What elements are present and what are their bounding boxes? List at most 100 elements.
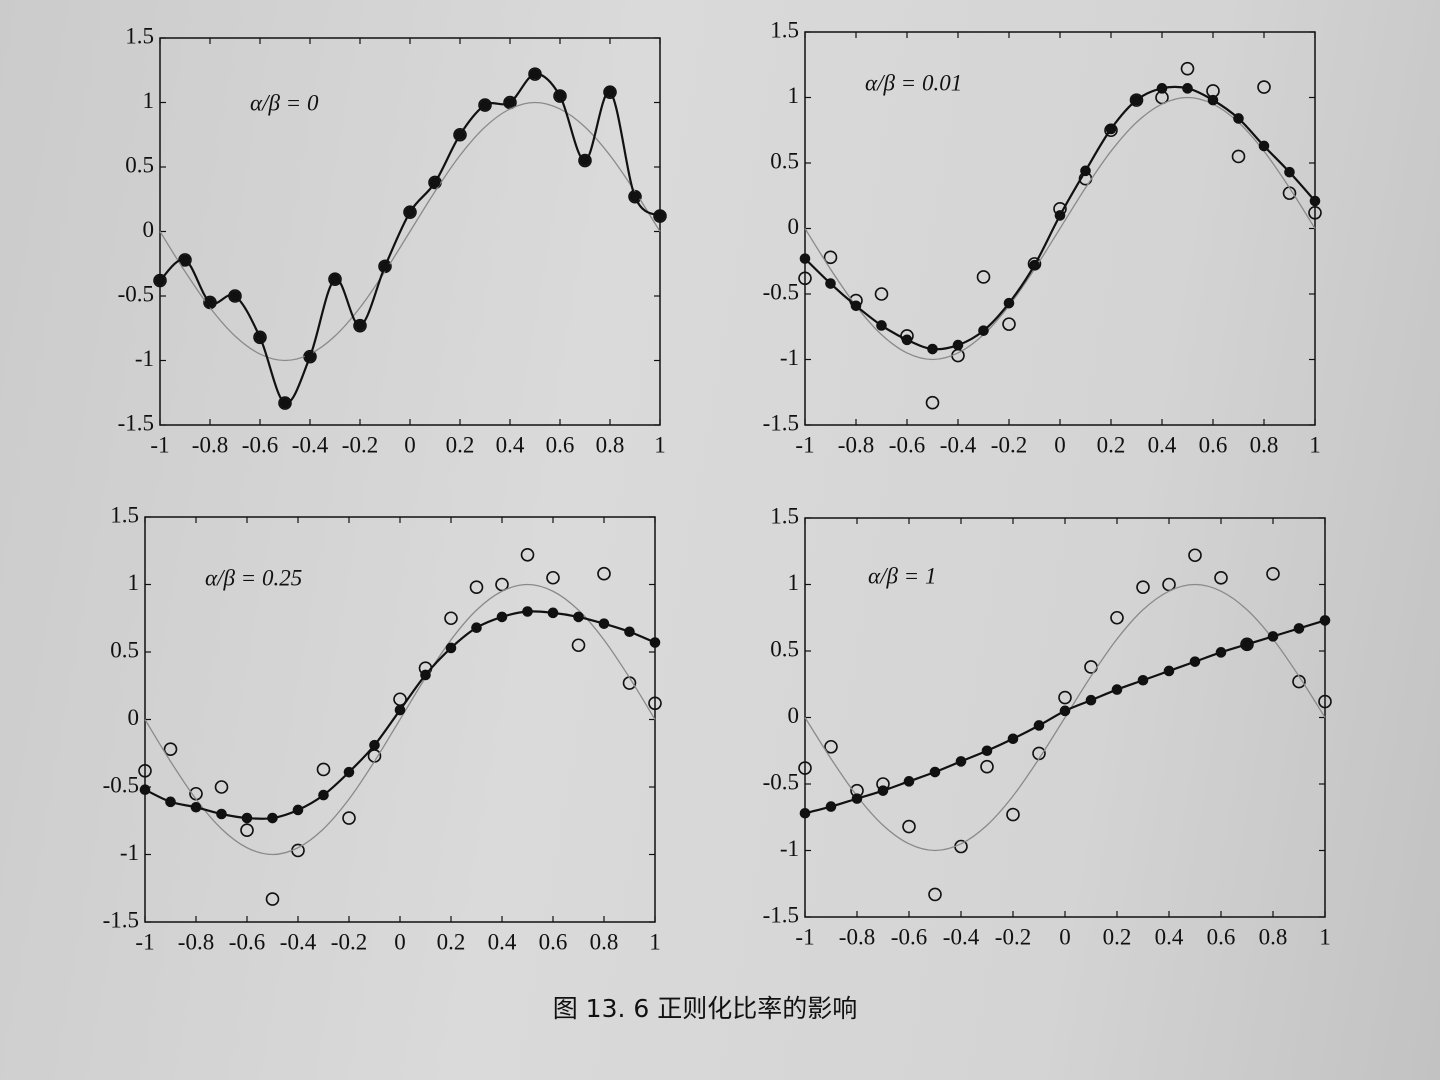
fit-point <box>1007 733 1019 745</box>
fit-point <box>354 320 366 331</box>
y-tick-label: 0.5 <box>770 636 799 661</box>
fit-point <box>1054 210 1066 221</box>
fit-point <box>179 254 191 266</box>
data-point <box>546 570 560 585</box>
y-tick-label: -0.5 <box>763 769 799 794</box>
x-tick-label: 0.8 <box>1250 432 1279 457</box>
x-tick-label: 1 <box>649 929 661 954</box>
x-tick-label: 0.4 <box>1155 924 1184 949</box>
fit-point <box>1163 665 1175 677</box>
fit-point <box>799 253 811 264</box>
fit-point <box>216 808 227 820</box>
data-point <box>291 843 305 858</box>
y-tick-label: 0.5 <box>770 148 799 173</box>
x-tick-label: 0.4 <box>496 432 525 457</box>
data-point <box>353 318 367 333</box>
data-point <box>902 819 916 834</box>
x-tick-label: -0.4 <box>280 929 317 954</box>
x-tick-label: 0.6 <box>539 929 568 954</box>
fit-point <box>573 611 584 623</box>
fit-point <box>504 97 516 108</box>
y-tick-label: 0 <box>143 217 155 242</box>
y-tick-label: 1 <box>143 88 155 113</box>
fit-point <box>629 191 641 202</box>
y-tick-label: 1 <box>788 570 800 595</box>
panel-annotation: α/β = 0 <box>250 90 319 115</box>
fit-point <box>1085 694 1097 706</box>
data-point <box>603 85 617 99</box>
fit-point <box>1111 684 1123 695</box>
x-tick-label: 0.2 <box>1097 432 1126 457</box>
data-point <box>874 287 889 301</box>
curve <box>804 96 1316 361</box>
fit-point <box>1189 656 1201 667</box>
x-tick-label: 0.8 <box>596 432 625 457</box>
x-tick-label: 0.6 <box>546 432 575 457</box>
data-point <box>495 577 509 592</box>
data-point <box>1231 149 1246 164</box>
curve <box>804 583 1326 852</box>
y-tick-label: 1.5 <box>125 23 154 48</box>
data-point <box>1240 637 1254 652</box>
y-tick-label: 0.5 <box>110 637 139 662</box>
fit-point <box>139 784 151 796</box>
y-tick-label: 0 <box>128 705 140 730</box>
x-tick-label: 0 <box>1054 432 1066 457</box>
x-tick-label: -0.4 <box>292 432 329 457</box>
fit-point <box>598 618 610 629</box>
data-point <box>444 611 458 626</box>
y-tick-label: -0.5 <box>103 772 139 797</box>
fit-point <box>1207 94 1219 106</box>
fit-point <box>799 807 811 819</box>
fit-point <box>1156 83 1168 94</box>
data-point <box>823 250 838 265</box>
fit-point <box>229 290 241 302</box>
panel-annotation: α/β = 0.25 <box>205 565 302 590</box>
data-point <box>1110 610 1124 625</box>
fit-point <box>1033 720 1045 731</box>
fit-point <box>1182 83 1193 94</box>
data-point <box>342 811 356 825</box>
y-tick-label: 1 <box>128 570 140 595</box>
fit-point <box>927 343 938 355</box>
x-tick-label: 1 <box>654 432 666 457</box>
y-tick-label: 1 <box>788 83 800 108</box>
data-point <box>648 696 662 711</box>
fit-point <box>529 68 541 80</box>
fit-point <box>1284 166 1295 178</box>
fit-point <box>1309 195 1321 207</box>
x-tick-label: 0.6 <box>1207 924 1236 949</box>
fit-point <box>1319 615 1331 626</box>
fit-point <box>901 334 913 346</box>
data-point <box>1188 548 1202 563</box>
x-tick-label: -0.4 <box>943 924 980 949</box>
y-tick-label: 0 <box>788 703 800 728</box>
data-point <box>214 780 229 794</box>
data-point <box>1214 571 1228 585</box>
panel-annotation: α/β = 1 <box>868 563 936 588</box>
x-tick-label: -1 <box>135 929 154 954</box>
data-point <box>571 638 586 653</box>
y-tick-label: 0 <box>788 214 800 239</box>
data-point <box>1257 80 1271 94</box>
fit-point <box>952 339 964 351</box>
data-point <box>265 892 280 906</box>
x-tick-label: -0.2 <box>991 432 1027 457</box>
fit-point <box>190 801 202 813</box>
fit-point <box>1267 631 1279 642</box>
data-point <box>578 153 592 168</box>
data-point <box>653 209 667 223</box>
fit-point <box>343 766 355 778</box>
y-tick-label: -1 <box>780 345 799 370</box>
data-point <box>163 742 178 757</box>
fit-point <box>394 704 406 716</box>
x-tick-label: 0.8 <box>590 929 619 954</box>
x-tick-label: 0 <box>394 929 406 954</box>
x-tick-label: -0.2 <box>331 929 367 954</box>
data-point <box>1002 317 1016 331</box>
x-tick-label: 0.4 <box>488 929 517 954</box>
x-tick-label: -0.6 <box>891 924 927 949</box>
x-tick-label: 0.6 <box>1199 432 1228 457</box>
